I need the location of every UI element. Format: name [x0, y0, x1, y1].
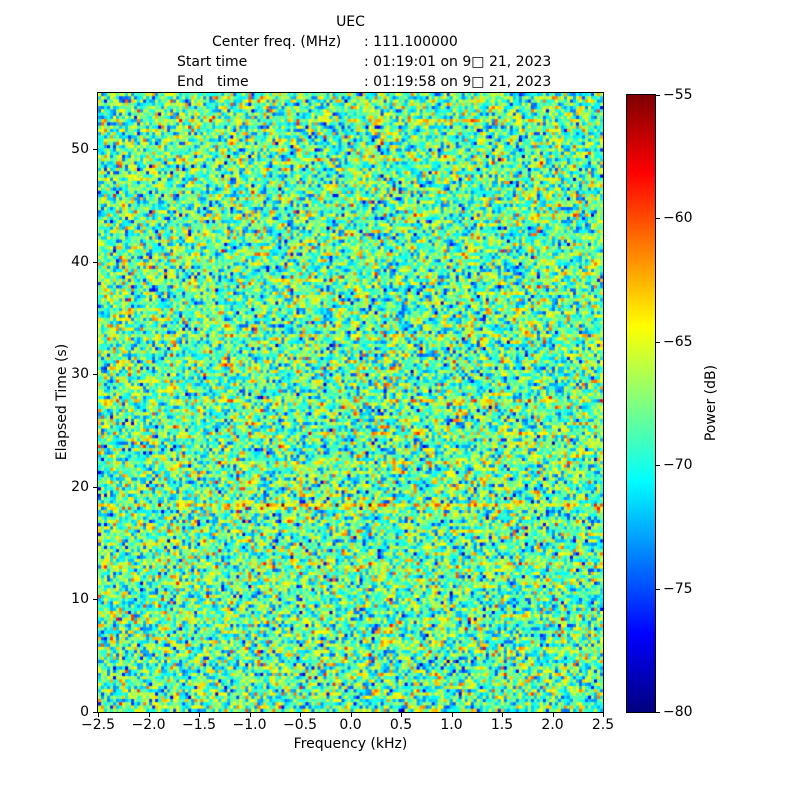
y-tick-mark [93, 486, 97, 488]
end-time-label: End time [177, 74, 249, 90]
y-axis-label: Elapsed Time (s) [54, 343, 70, 461]
x-tick-mark [148, 713, 150, 717]
x-tick-label: 0.5 [389, 717, 413, 733]
x-tick-mark [98, 713, 99, 717]
colorbar-tick-label: −55 [663, 87, 693, 103]
x-tick-label: 2.0 [541, 717, 564, 733]
y-tick-label: 50 [71, 141, 89, 158]
colorbar-label: Power (dB) [703, 364, 719, 442]
plot-area [97, 92, 604, 713]
y-tick-mark [93, 374, 97, 376]
y-tick-label: 40 [71, 253, 89, 270]
colorbar-tick-mark [656, 341, 660, 343]
x-tick-label: −0.5 [283, 717, 317, 733]
x-tick-mark [350, 713, 352, 717]
spectrogram-canvas [98, 93, 603, 712]
plot-title: UEC [336, 14, 365, 30]
colorbar-tick-mark [656, 588, 660, 590]
x-tick-label: −2.5 [81, 717, 115, 733]
colorbar-tick-label: −80 [663, 704, 693, 720]
y-tick-label: 20 [71, 478, 89, 495]
colorbar-gradient-canvas [627, 95, 655, 712]
x-tick-label: 0.0 [339, 717, 362, 733]
x-tick-label: −2.0 [131, 717, 166, 733]
x-tick-mark [552, 713, 554, 717]
y-tick-label: 10 [71, 591, 89, 608]
x-axis-label: Frequency (kHz) [293, 736, 408, 752]
y-tick-mark [93, 261, 97, 263]
x-tick-mark [249, 713, 251, 717]
x-tick-label: −1.0 [232, 717, 267, 733]
colorbar-tick-mark [656, 218, 660, 220]
x-tick-mark [603, 713, 604, 717]
x-tick-mark [502, 713, 503, 717]
y-tick-mark [93, 712, 97, 713]
center-freq-value: : 111.100000 [364, 34, 458, 50]
y-tick-mark [93, 149, 97, 151]
y-tick-mark [93, 599, 97, 601]
x-tick-label: 2.5 [591, 717, 615, 733]
colorbar-tick-mark [656, 465, 660, 467]
colorbar-tick-label: −70 [663, 457, 693, 474]
start-time-value: : 01:19:01 on 9□ 21, 2023 [364, 54, 552, 70]
x-tick-label: 1.0 [440, 717, 463, 733]
end-time-value: : 01:19:58 on 9□ 21, 2023 [364, 74, 552, 90]
colorbar-tick-label: −65 [663, 333, 693, 350]
x-tick-mark [451, 713, 453, 717]
x-tick-label: −1.5 [182, 717, 216, 733]
x-tick-mark [300, 713, 301, 717]
colorbar-tick-label: −75 [663, 580, 693, 597]
center-freq-label: Center freq. (MHz) [212, 34, 342, 50]
x-tick-mark [401, 713, 402, 717]
x-tick-mark [199, 713, 200, 717]
y-tick-label: 30 [71, 366, 89, 383]
colorbar-tick-label: −60 [663, 210, 693, 227]
colorbar-tick-mark [656, 95, 660, 96]
colorbar [626, 94, 656, 713]
start-time-label: Start time [177, 54, 248, 70]
x-tick-label: 1.5 [490, 717, 514, 733]
y-tick-label: 0 [80, 704, 89, 720]
colorbar-tick-mark [656, 712, 660, 713]
